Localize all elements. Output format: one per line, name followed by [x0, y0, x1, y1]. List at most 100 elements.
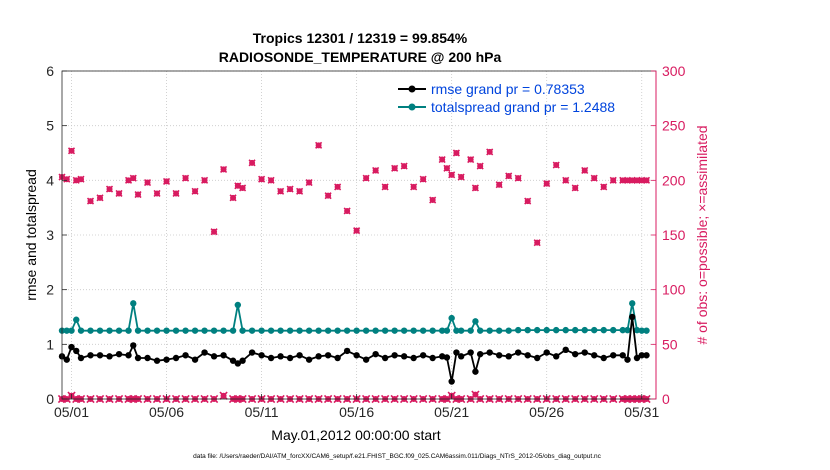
obs-possible-marker: [220, 166, 227, 173]
rmse-point: [419, 352, 427, 359]
rmse-point: [163, 356, 170, 363]
y-left-tick-label: 3: [46, 227, 54, 243]
x-tick-labels: 05/01 05/06 05/11 05/16 05/21 05/26 05/31: [54, 404, 659, 420]
legend-spread-marker: [408, 103, 416, 111]
rmse-point: [467, 349, 474, 356]
obs-possible-point: [343, 207, 351, 215]
obs-possible-point: [220, 165, 228, 173]
totalspread-point: [201, 327, 208, 334]
obs-possible-point: [200, 176, 209, 184]
obs-possible-point: [96, 194, 104, 202]
obs-possible-point: [642, 176, 651, 184]
rmse-point: [514, 349, 522, 356]
obs-possible-point: [267, 176, 275, 184]
obs-possible-marker: [543, 180, 550, 187]
rmse-point: [391, 352, 398, 359]
rmse-point: [267, 354, 275, 362]
obs-possible-marker: [334, 183, 341, 190]
rmse-point: [234, 360, 242, 367]
obs-possible-point: [63, 175, 71, 183]
obs-possible-marker: [296, 188, 303, 195]
obs-possible-marker: [553, 162, 560, 169]
totalspread-point: [324, 327, 332, 334]
rmse-point: [495, 352, 503, 359]
totalspread-point: [629, 300, 636, 307]
obs-possible-marker: [116, 190, 123, 197]
obs-possible-point: [410, 183, 418, 191]
totalspread-point: [562, 326, 569, 334]
totalspread-point: [610, 326, 617, 334]
totalspread-point: [125, 327, 132, 334]
obs-assimilated-marker: [220, 392, 227, 399]
obs-possible-marker: [443, 165, 450, 172]
y-left-tick-label: 5: [46, 118, 54, 134]
obs-possible-point: [181, 174, 190, 182]
y-axis-label-left: rmse and totalspread: [23, 169, 39, 301]
rmse-point: [619, 352, 626, 359]
totalspread-point: [239, 327, 246, 334]
obs-possible-point: [486, 148, 494, 156]
totalspread-point: [467, 327, 474, 334]
obs-possible-marker: [239, 184, 246, 191]
rmse-point: [624, 356, 631, 363]
totalspread-point: [130, 300, 137, 307]
obs-possible-marker: [68, 147, 75, 154]
obs-possible-marker: [591, 175, 598, 182]
totalspread-point: [229, 327, 237, 334]
rmse-point: [534, 354, 541, 362]
obs-possible-point: [495, 181, 503, 189]
rmse-point: [633, 354, 641, 362]
totalspread-point: [410, 327, 417, 334]
obs-possible-marker: [496, 181, 503, 188]
totalspread-point: [115, 327, 123, 334]
obs-possible-marker: [258, 176, 265, 183]
obs-possible-marker: [429, 197, 436, 204]
rmse-point: [106, 353, 113, 360]
obs-possible-point: [524, 197, 532, 205]
y-right-tick-label: 300: [662, 63, 686, 79]
obs-possible-point: [143, 178, 152, 187]
obs-possible-point: [129, 174, 137, 182]
legend-spread-label: totalspread grand pr = 1.2488: [431, 99, 615, 115]
obs-possible-marker: [135, 191, 142, 198]
obs-possible-group: [58, 141, 651, 247]
obs-possible-marker: [277, 188, 284, 195]
rmse-point: [239, 357, 246, 364]
totalspread-point: [96, 327, 104, 334]
totalspread-point: [581, 326, 588, 334]
totalspread-point: [277, 327, 284, 334]
rmse-point: [334, 354, 341, 362]
totalspread-point: [543, 326, 550, 334]
totalspread-point: [296, 327, 303, 334]
y-left-tick-label: 0: [46, 391, 54, 407]
obs-possible-marker: [249, 159, 256, 166]
obs-possible-point: [448, 171, 456, 179]
totalspread-point: [457, 327, 465, 334]
y-left-tick-label: 1: [46, 336, 54, 352]
x-tick-label: 05/21: [434, 404, 469, 420]
x-axis-label: May.01,2012 00:00:00 start: [271, 427, 441, 443]
rmse-point: [286, 354, 294, 362]
obs-possible-marker: [106, 186, 113, 193]
rmse-point: [505, 353, 512, 360]
totalspread-point: [153, 327, 161, 334]
obs-possible-point: [590, 174, 598, 182]
rmse-point: [77, 354, 85, 362]
obs-possible-point: [476, 162, 484, 170]
obs-possible-marker: [344, 207, 351, 214]
obs-possible-marker: [472, 184, 479, 191]
rmse-point: [581, 349, 588, 356]
obs-possible-marker: [467, 156, 474, 163]
obs-possible-marker: [325, 192, 332, 199]
obs-possible-point: [600, 183, 608, 191]
legend-rmse-label: rmse grand pr = 0.78353: [431, 81, 585, 97]
totalspread-point: [334, 327, 341, 334]
obs-possible-marker: [268, 177, 275, 184]
totalspread-point: [63, 327, 70, 334]
x-tick-label: 05/31: [624, 404, 659, 420]
obs-possible-marker: [572, 184, 579, 191]
obs-possible-point: [581, 166, 589, 175]
totalspread-point: [448, 314, 455, 322]
obs-possible-point: [210, 228, 218, 236]
